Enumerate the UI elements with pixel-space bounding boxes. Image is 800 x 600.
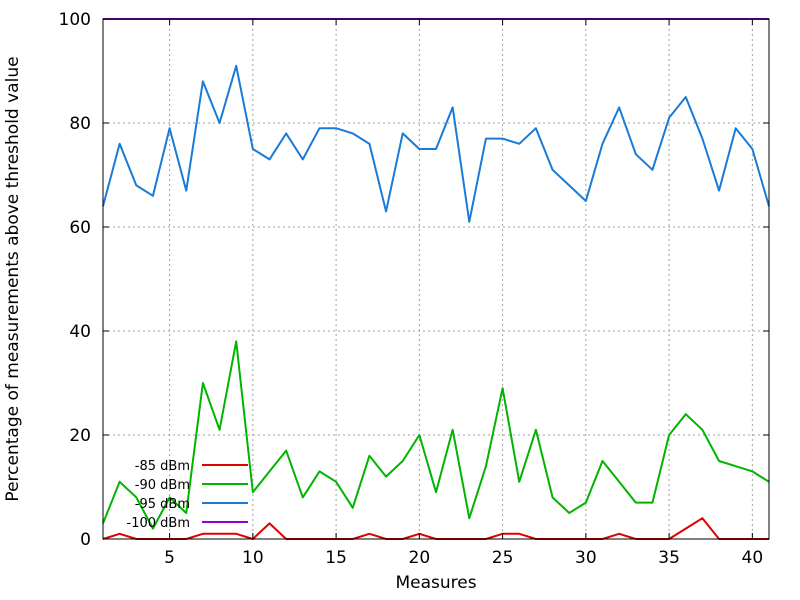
x-tick-label: 35 xyxy=(658,548,680,568)
y-tick-label: 60 xyxy=(69,218,91,238)
y-axis-title: Percentage of measurements above thresho… xyxy=(3,56,23,501)
legend-label: -90 dBm xyxy=(135,478,190,493)
y-tick-label: 100 xyxy=(59,10,91,30)
plot-frame xyxy=(102,18,770,540)
x-tick-label: 30 xyxy=(575,548,597,568)
series-line-95dbmdbm xyxy=(102,64,770,223)
y-tick-label: 20 xyxy=(69,426,91,446)
y-tick-label: 80 xyxy=(69,114,91,134)
y-tick-label: 0 xyxy=(80,530,91,550)
x-tick-label: 10 xyxy=(242,548,264,568)
x-tick-label: 5 xyxy=(164,548,175,568)
x-tick-label: 20 xyxy=(409,548,431,568)
series-line-90dbmdbm xyxy=(102,340,770,530)
axis-ticks: 5 10 15 20 25 30 35 40 0 20 40 60 80 100 xyxy=(59,10,769,568)
legend-label: -95 dBm xyxy=(135,497,190,512)
grid-lines xyxy=(103,19,769,539)
y-tick-label: 40 xyxy=(69,322,91,342)
x-tick-label: 40 xyxy=(742,548,764,568)
x-tick-label: 15 xyxy=(325,548,347,568)
legend-label: -85 dBm xyxy=(135,459,190,474)
x-axis-title: Measures xyxy=(395,573,476,593)
x-tick-label: 25 xyxy=(492,548,514,568)
legend: -85 dBm -90 dBm -95 dBm -100 dBm xyxy=(127,459,248,531)
legend-label: -100 dBm xyxy=(127,516,190,531)
